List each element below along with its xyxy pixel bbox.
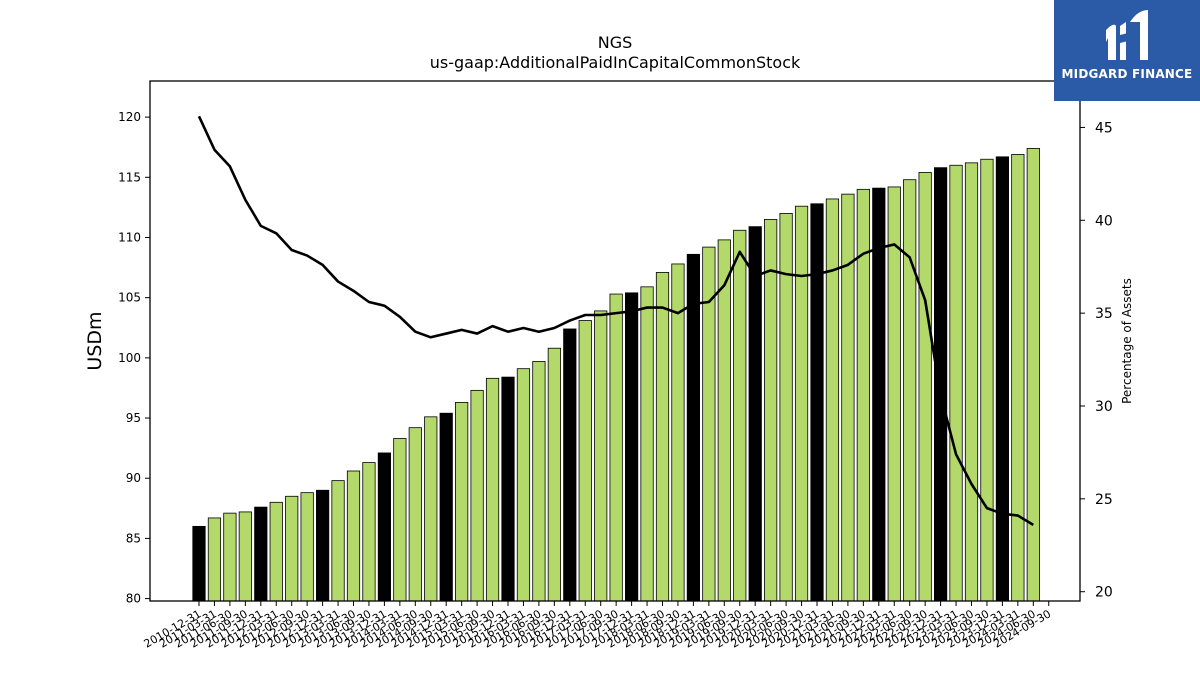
bar xyxy=(516,368,531,602)
bar xyxy=(640,286,654,602)
y-axis-label: USDm xyxy=(84,311,106,370)
bar xyxy=(254,506,268,602)
bar xyxy=(625,292,639,602)
bar xyxy=(594,310,608,602)
chart-title: NGS xyxy=(598,33,633,52)
bar xyxy=(671,263,685,602)
bar xyxy=(918,172,932,602)
bar xyxy=(331,480,345,602)
bar xyxy=(207,517,222,602)
left-axis: 80 85 90 95 100 105 110 115 120 xyxy=(118,110,150,606)
y-tick-label: 120 xyxy=(118,110,141,124)
bar xyxy=(825,198,840,602)
x-axis: 2010-12-312011-03-312011-06-302011-09-30… xyxy=(142,601,1053,651)
bar xyxy=(470,389,484,602)
plot-frame xyxy=(149,80,1081,602)
y-tick-label: 100 xyxy=(118,351,141,365)
bar xyxy=(764,219,778,602)
logo-mark-icon xyxy=(1106,10,1148,61)
y2-tick-label: 35 xyxy=(1095,306,1113,322)
y-tick-label: 80 xyxy=(126,592,141,606)
bar xyxy=(964,162,979,602)
bar xyxy=(315,489,330,602)
brand-name: MIDGARD FINANCE xyxy=(1061,67,1193,81)
y2-tick-label: 45 xyxy=(1095,120,1113,136)
bar xyxy=(485,377,500,602)
bar xyxy=(949,164,963,602)
bar xyxy=(578,320,592,602)
bar xyxy=(980,158,994,602)
bar xyxy=(563,328,577,602)
y2-tick-label: 30 xyxy=(1095,399,1113,415)
y2-tick-label: 40 xyxy=(1095,213,1113,229)
bar xyxy=(810,203,824,602)
line-layer xyxy=(197,115,1034,526)
bar xyxy=(362,462,376,602)
y-tick-label: 90 xyxy=(126,471,141,485)
bar xyxy=(439,412,453,602)
y-tick-label: 115 xyxy=(118,170,141,184)
bar xyxy=(346,470,361,602)
bar xyxy=(424,416,438,602)
bar xyxy=(794,205,809,602)
bar xyxy=(300,492,314,602)
bar xyxy=(269,501,283,602)
bar xyxy=(192,525,206,602)
bar xyxy=(748,226,762,602)
bar xyxy=(501,376,515,602)
percentage-line xyxy=(197,115,1034,526)
bar xyxy=(841,193,855,602)
y-tick-label: 105 xyxy=(118,291,141,305)
y-tick-label: 110 xyxy=(118,230,141,244)
bar xyxy=(903,179,917,602)
bar xyxy=(238,511,252,602)
brand-logo: MIDGARD FINANCE xyxy=(1054,0,1200,101)
right-axis: 20 25 30 35 40 45 xyxy=(1080,120,1113,601)
bar xyxy=(609,293,623,602)
bar xyxy=(1011,154,1025,602)
bar xyxy=(547,347,561,602)
y2-tick-label: 20 xyxy=(1095,585,1113,601)
y-tick-label: 95 xyxy=(126,411,141,425)
bar xyxy=(779,213,793,602)
bar xyxy=(377,452,392,602)
bar xyxy=(393,438,407,602)
bar xyxy=(733,229,747,602)
y2-tick-label: 25 xyxy=(1095,492,1113,508)
bar xyxy=(223,512,237,602)
y-tick-label: 85 xyxy=(126,531,141,545)
y2-axis-label: Percentage of Assets xyxy=(1120,278,1134,404)
bar xyxy=(995,156,1010,602)
bar xyxy=(408,427,422,602)
bar xyxy=(532,361,546,602)
bar xyxy=(455,401,469,602)
bar xyxy=(1026,148,1040,602)
bar xyxy=(655,271,670,602)
chart-subtitle: us-gaap:AdditionalPaidInCapitalCommonSto… xyxy=(430,53,801,72)
bar xyxy=(934,167,948,602)
bar xyxy=(285,495,299,602)
bars-layer xyxy=(192,148,1040,602)
bar xyxy=(717,239,731,602)
